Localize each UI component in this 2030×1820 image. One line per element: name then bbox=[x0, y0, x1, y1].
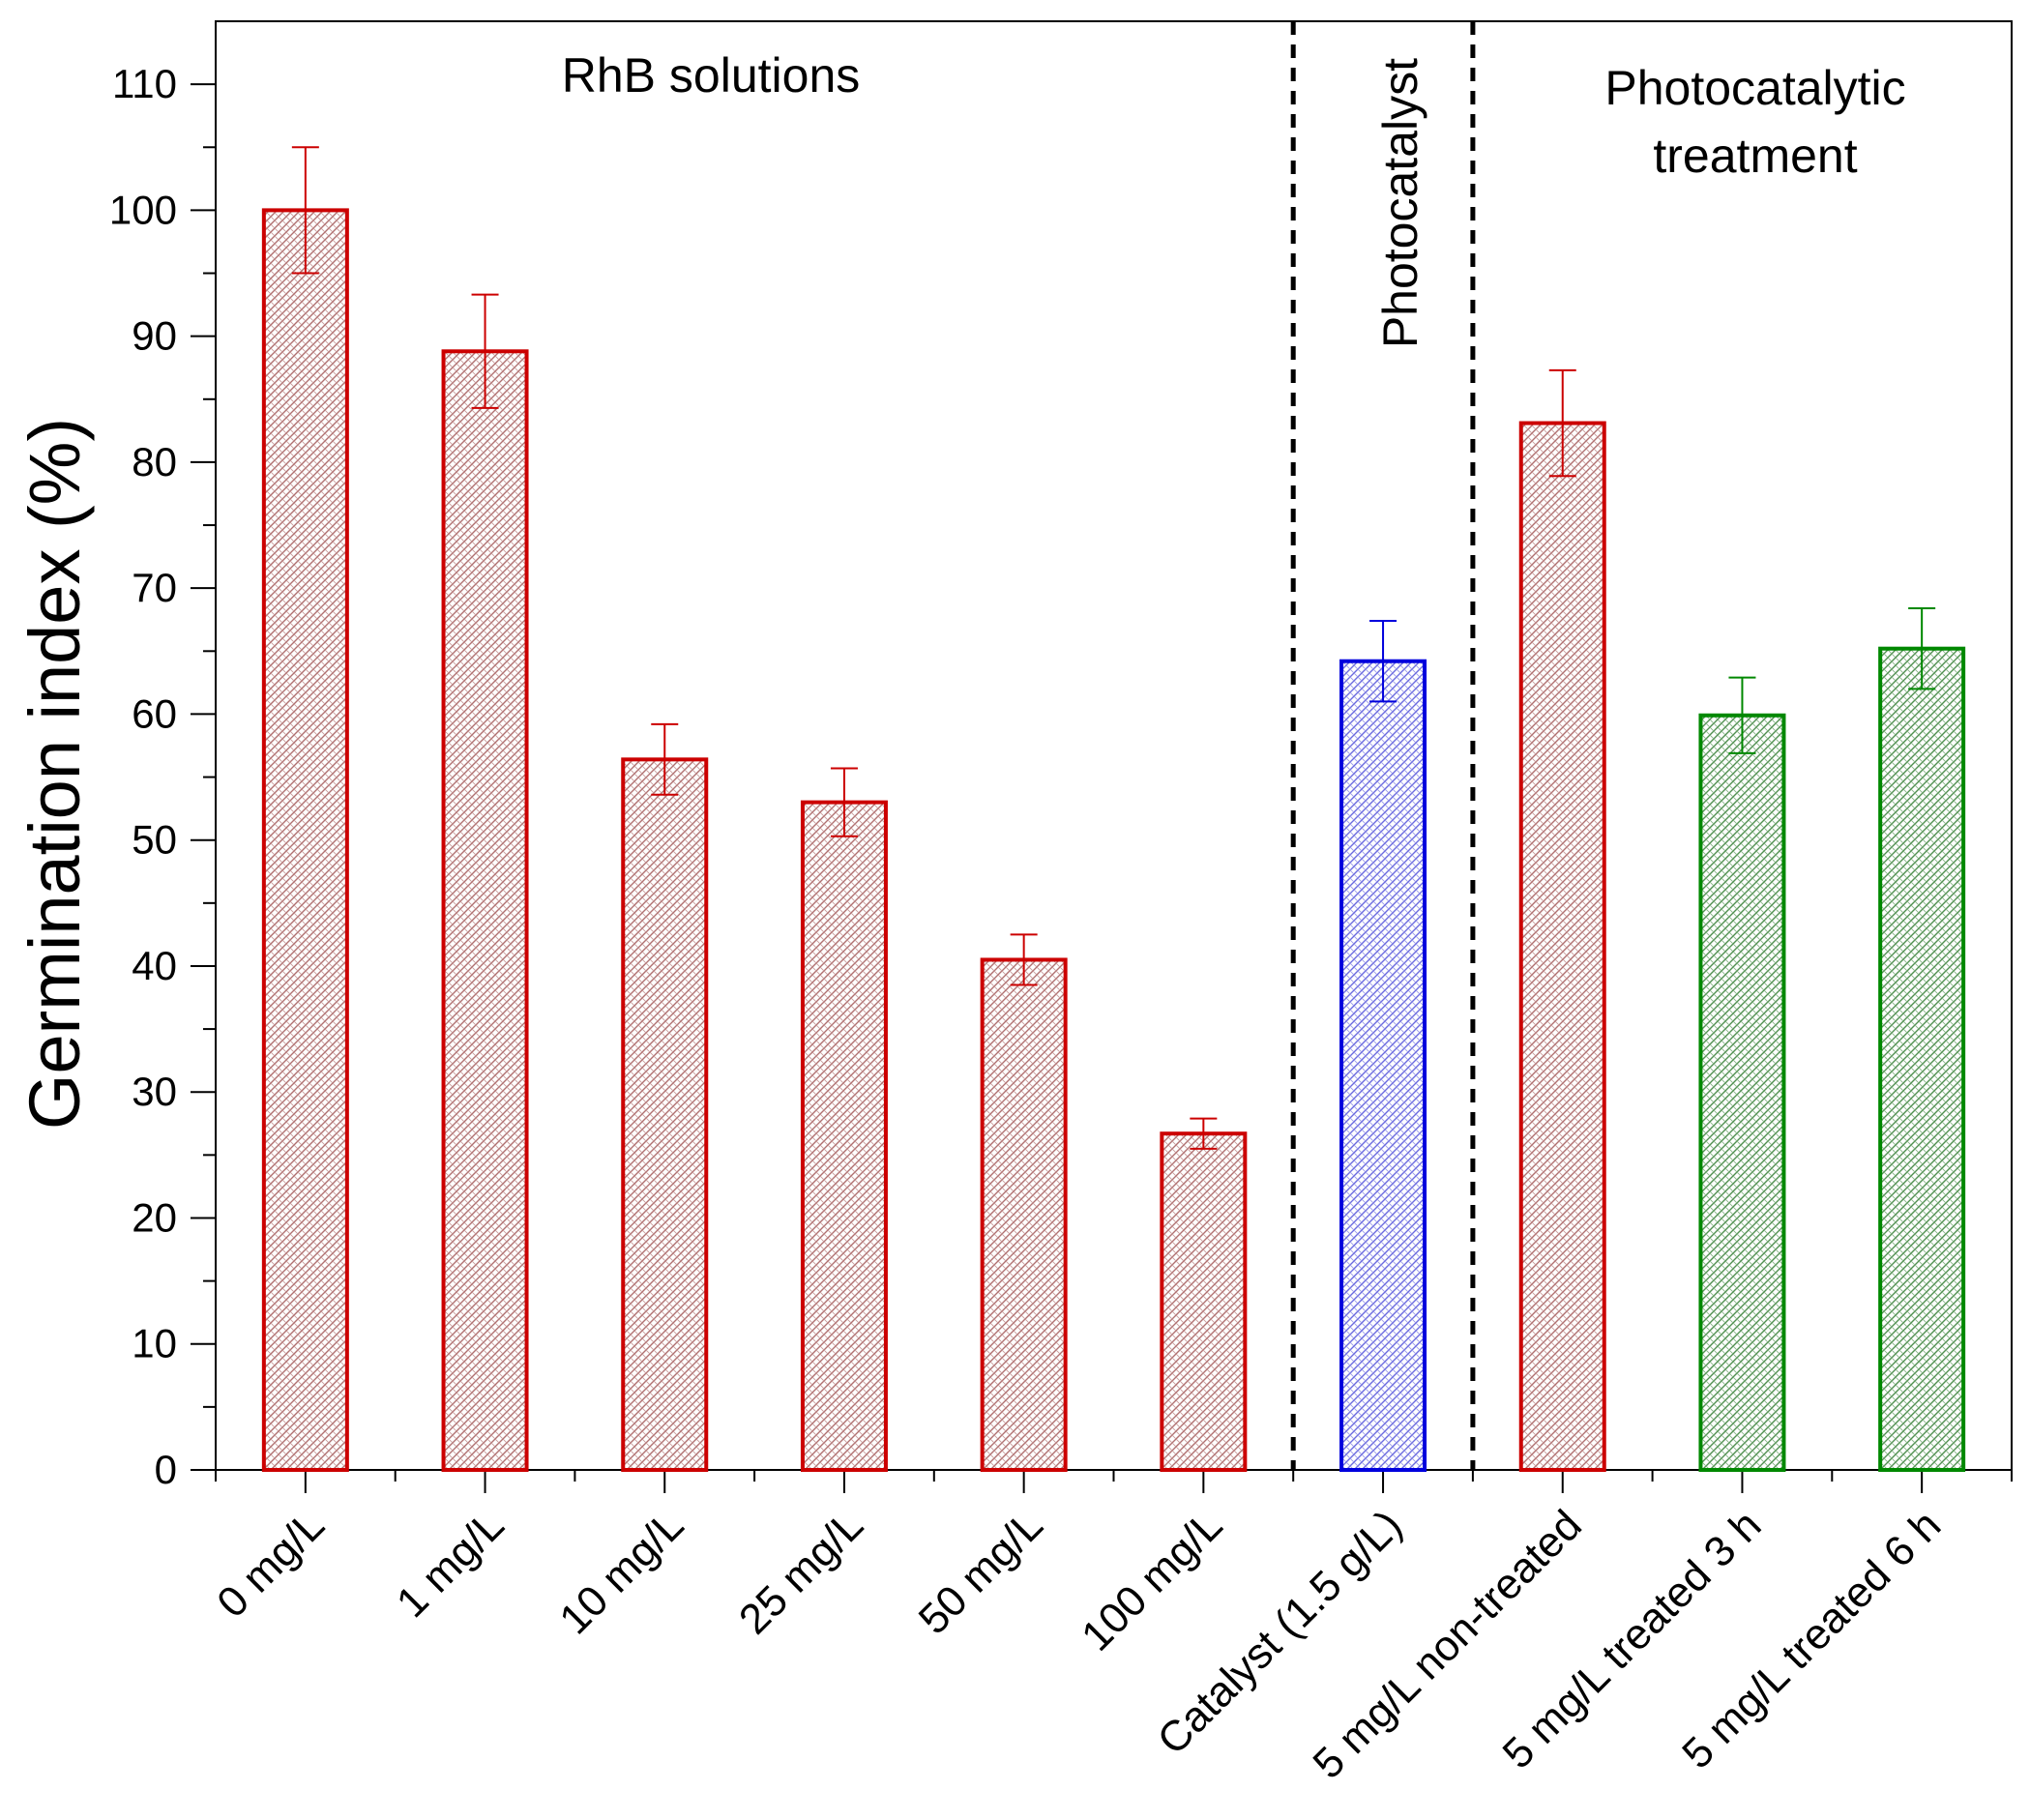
x-tick-label: 50 mg/L bbox=[910, 1501, 1052, 1643]
bar bbox=[1698, 713, 1786, 1472]
bar bbox=[800, 800, 888, 1472]
bar bbox=[261, 208, 349, 1472]
section-dividers bbox=[1290, 21, 1476, 1470]
bar bbox=[621, 757, 709, 1472]
x-tick-label: 25 mg/L bbox=[730, 1501, 872, 1643]
section-label-treatment-line1: Photocatalytic bbox=[1604, 61, 1905, 115]
y-tick-label: 40 bbox=[132, 943, 177, 988]
x-tick-label: 0 mg/L bbox=[208, 1501, 334, 1627]
x-tick-label: 100 mg/L bbox=[1073, 1501, 1231, 1659]
x-tick-label: 1 mg/L bbox=[388, 1501, 514, 1627]
section-label-photocatalyst: Photocatalyst bbox=[1373, 58, 1427, 348]
y-tick-label: 50 bbox=[132, 817, 177, 863]
y-axis: 0 10 20 30 40 50 60 70 80 90 100 110 bbox=[109, 61, 216, 1492]
y-axis-title: Germination index (%) bbox=[15, 418, 95, 1130]
bar bbox=[1878, 646, 1966, 1472]
y-tick-label: 90 bbox=[132, 313, 177, 359]
bar bbox=[980, 957, 1068, 1472]
section-label-treatment-line2: treatment bbox=[1653, 129, 1857, 183]
y-tick-label: 110 bbox=[112, 61, 177, 106]
y-tick-label: 30 bbox=[132, 1069, 177, 1114]
y-tick-label: 10 bbox=[132, 1321, 177, 1366]
bar bbox=[1339, 659, 1427, 1472]
bars bbox=[261, 208, 1966, 1473]
section-label-rhb: RhB solutions bbox=[562, 48, 861, 103]
bar bbox=[1518, 421, 1606, 1472]
bar bbox=[1160, 1131, 1248, 1472]
y-tick-label: 20 bbox=[132, 1194, 177, 1240]
y-tick-label: 70 bbox=[132, 565, 177, 610]
y-tick-label: 60 bbox=[132, 690, 177, 736]
x-axis: 0 mg/L 1 mg/L 10 mg/L 25 mg/L 50 mg/L 100 mg/… bbox=[208, 1470, 2013, 1788]
bar bbox=[441, 349, 529, 1473]
y-tick-label: 100 bbox=[109, 187, 177, 232]
error-bars bbox=[291, 146, 1936, 1150]
y-tick-label: 0 bbox=[155, 1447, 177, 1492]
y-tick-label: 80 bbox=[132, 439, 177, 484]
x-tick-label: 10 mg/L bbox=[550, 1501, 692, 1643]
